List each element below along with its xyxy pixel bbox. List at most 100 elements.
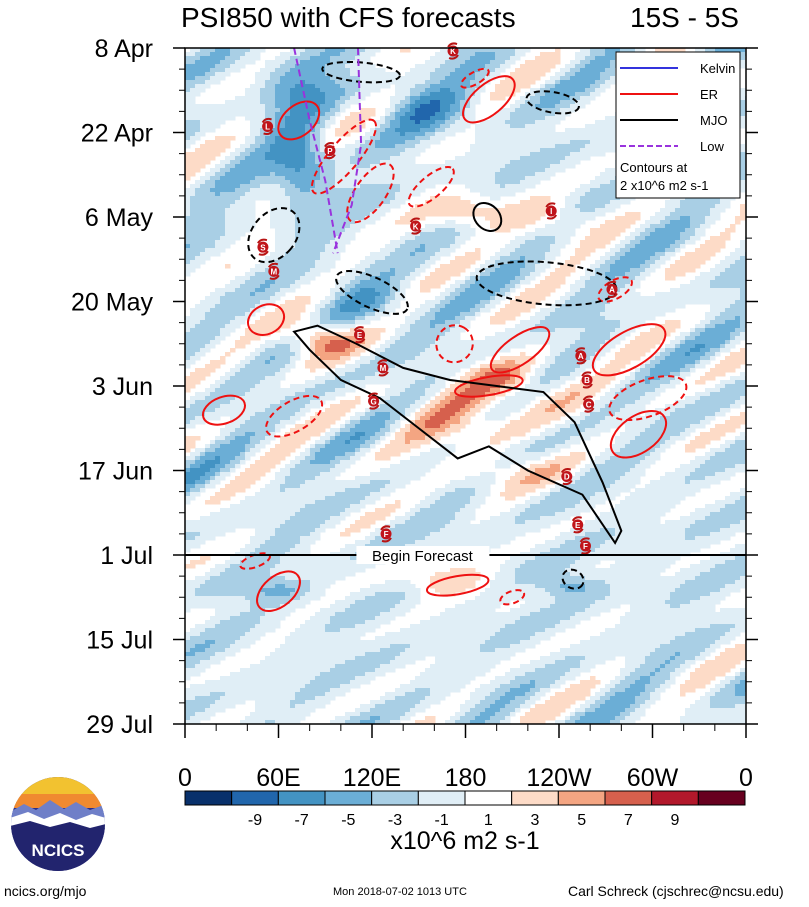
tc-letter: F [583, 542, 588, 551]
tc-swirl [380, 525, 392, 543]
tc-letter: K [413, 222, 419, 231]
tc-swirl [545, 202, 558, 220]
mjo-contour-3 [472, 202, 503, 232]
colorbar-cell [324, 790, 373, 806]
x-tick-label: 0 [739, 764, 753, 792]
tc-dot [257, 241, 269, 253]
tc-markers: K L P I K S M A E A M B G C D E F F [257, 42, 618, 555]
tc-marker-15: E [571, 516, 584, 534]
tc-letter: B [584, 376, 590, 385]
er-contour-14 [597, 276, 633, 303]
tc-dot [575, 350, 587, 362]
mjo-contour-2 [525, 90, 580, 115]
tc-swirl [261, 117, 274, 136]
tc-swirl [409, 217, 422, 235]
tc-dot [377, 362, 389, 374]
y-tick-label: 3 Jun [92, 373, 153, 401]
colorbar-cell [511, 790, 559, 806]
legend-label: Low [700, 139, 724, 154]
tc-swirl [367, 392, 380, 410]
er-contour-9 [489, 326, 551, 374]
forecast-label-bg [356, 546, 490, 564]
tc-marker-2: P [324, 142, 336, 160]
er-contour-3 [277, 100, 321, 141]
footer-timestamp: Mon 2018-07-02 1013 UTC [333, 886, 467, 898]
er-contour-18 [425, 573, 490, 597]
logo-text: NCICS [32, 841, 85, 860]
x-tick-label: 120W [526, 764, 592, 792]
tc-letter: A [609, 286, 615, 295]
er-contour-10 [435, 324, 474, 364]
tc-marker-1: L [261, 117, 274, 136]
tc-dot [262, 120, 274, 132]
colorbar-units: x10^6 m2 s-1 [390, 827, 539, 855]
colorbar-tick-label: 9 [671, 812, 680, 829]
colorbar-cell [604, 790, 653, 806]
er-contour-13 [608, 375, 688, 422]
colorbar-cell [277, 790, 326, 806]
tc-swirl [267, 262, 280, 280]
tc-swirl [581, 371, 593, 389]
er-contour-5 [346, 162, 395, 224]
tc-letter: M [380, 364, 387, 373]
y-tick-label: 17 Jun [78, 458, 153, 486]
tc-swirl [377, 359, 389, 377]
tc-swirl [582, 395, 595, 413]
tc-swirl [606, 280, 618, 298]
tc-letter: P [327, 147, 333, 156]
tc-swirl [579, 537, 592, 555]
tc-letter: F [384, 530, 389, 539]
tc-dot [581, 374, 593, 386]
er-contour-15 [256, 570, 301, 612]
colorbar-tick-label: -7 [295, 812, 309, 829]
tc-letter: E [357, 331, 363, 340]
er-contour-1 [201, 394, 246, 426]
legend-note: 2 x10^6 m2 s-1 [620, 178, 708, 193]
tc-marker-3: I [545, 202, 558, 220]
forecast-label: Begin Forecast [372, 548, 474, 565]
tc-letter: L [265, 123, 270, 132]
colorbar-cell [464, 790, 513, 806]
tc-dot [410, 220, 422, 232]
tc-letter: D [564, 473, 570, 482]
tc-swirl [574, 347, 587, 365]
tc-dot [324, 145, 336, 157]
tc-marker-5: S [257, 238, 269, 256]
mjo-contour-1 [321, 60, 401, 84]
colorbar-tick-label: -1 [435, 812, 449, 829]
x-tick-label: 60W [627, 764, 679, 792]
tc-dot [579, 540, 591, 552]
legend-label: ER [700, 87, 718, 102]
chart-title: PSI850 with CFS forecasts [181, 2, 516, 33]
colorbar-cell [557, 790, 606, 806]
colorbar: -9 -7 -5 -3 -1 1 3 5 7 9 x10^6 m2 s-1 [184, 790, 746, 855]
tc-swirl [324, 142, 336, 160]
legend: Kelvin ER MJO Low Contours at 2 x10^6 m2 s-1 [615, 51, 741, 199]
colorbar-cell [184, 790, 233, 806]
mjo-contour-6 [561, 568, 585, 590]
tc-marker-8: E [353, 326, 366, 344]
tc-dot [583, 398, 595, 410]
colorbar-cell [231, 790, 279, 806]
axes: 8 Apr 22 Apr 6 May 20 May 3 Jun 17 Jun 1 Jul 15… [71, 35, 758, 792]
x-tick-label: 120E [343, 764, 401, 792]
colorbar-tick-label: -9 [248, 812, 262, 829]
y-tick-label: 29 Jul [86, 711, 153, 739]
tc-dot [561, 471, 573, 483]
tc-dot [380, 528, 392, 540]
low-contour-0 [293, 48, 339, 254]
tc-dot [572, 519, 584, 531]
tc-marker-13: C [582, 395, 595, 413]
tc-marker-17: F [579, 537, 592, 555]
er-contour-7 [462, 75, 516, 124]
er-contour-11 [591, 323, 667, 377]
er-contour-2 [265, 394, 324, 438]
tc-letter: S [260, 243, 266, 252]
tc-marker-11: B [581, 371, 593, 389]
wave-contours [201, 48, 688, 612]
er-contour-6 [407, 165, 455, 208]
colorbar-tick-label: 5 [577, 812, 586, 829]
colorbar-tick-label: 1 [484, 812, 493, 829]
legend-label: Kelvin [700, 61, 735, 76]
